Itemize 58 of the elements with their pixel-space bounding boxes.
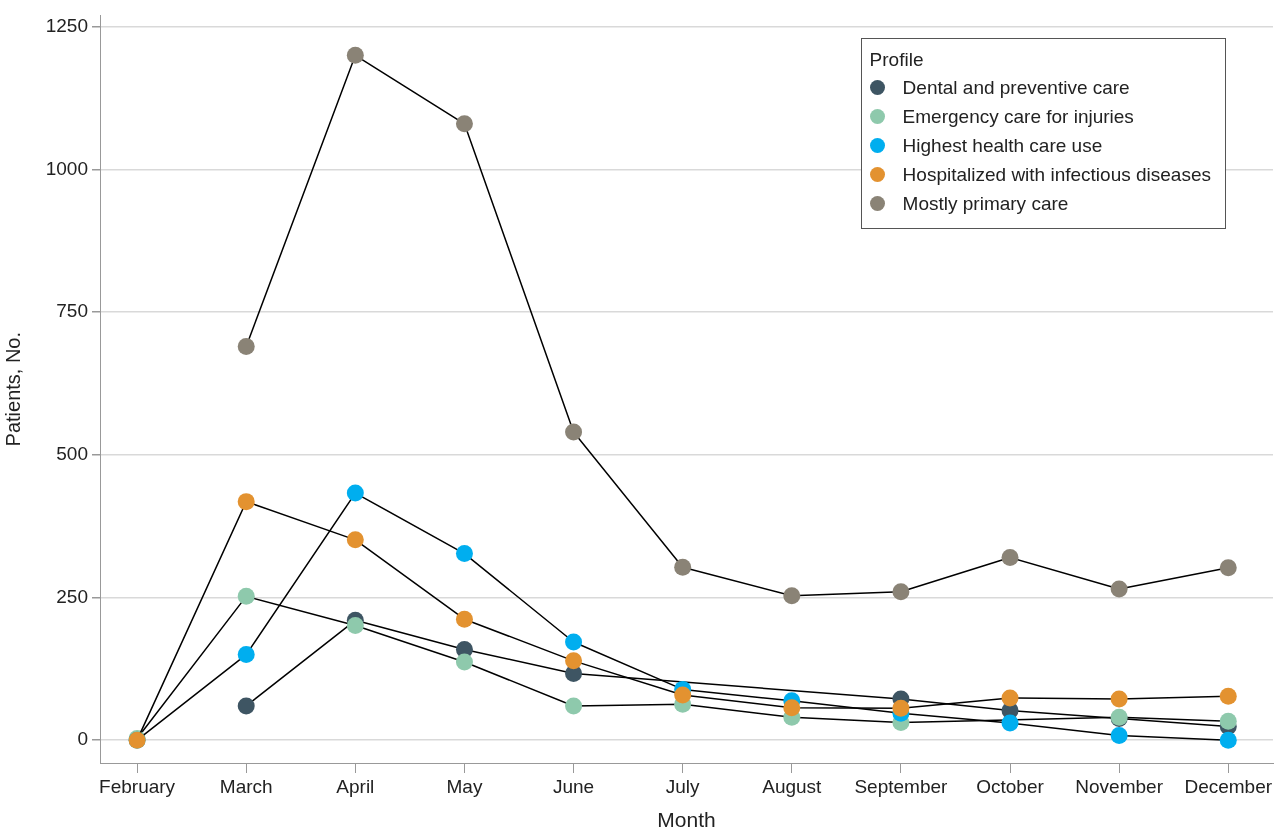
point [346, 531, 364, 549]
point [455, 115, 473, 133]
point [1110, 727, 1128, 745]
x-tick-label: April [336, 775, 375, 797]
x-tick-label: August [762, 775, 823, 797]
x-tick-label: June [552, 775, 595, 797]
point [237, 697, 255, 715]
point [346, 484, 364, 502]
point [1001, 549, 1019, 567]
point [565, 423, 583, 441]
point [237, 587, 255, 605]
x-axis-title: Month [657, 808, 716, 832]
point [565, 652, 583, 670]
legend-label: Mostly primary care [902, 192, 1069, 216]
point [1001, 714, 1019, 732]
x-tick-label: September [854, 775, 949, 797]
x-tick-label: March [219, 775, 273, 797]
x-tick-label: May [446, 775, 483, 797]
point [346, 46, 364, 64]
point [237, 493, 255, 511]
y-axis-title: Patients, No. [1, 331, 24, 447]
point [237, 337, 255, 355]
x-tick-label: February [99, 775, 176, 797]
x-tick-label: December [1184, 775, 1273, 797]
point [565, 633, 583, 651]
point [674, 558, 692, 576]
point [1219, 559, 1237, 577]
point [1219, 687, 1237, 705]
y-tick-label: 750 [56, 300, 88, 322]
y-tick-label: 0 [77, 728, 88, 750]
point [892, 583, 910, 601]
point [455, 653, 473, 671]
legend-label: Hospitalized with infectious diseases [902, 163, 1211, 187]
point [1001, 689, 1019, 707]
x-tick-label: October [976, 775, 1045, 797]
legend-title: Profile [869, 48, 925, 72]
point [1110, 690, 1128, 708]
y-tick-label: 250 [56, 585, 88, 607]
y-tick-label: 1250 [45, 15, 88, 37]
point [674, 686, 692, 704]
x-tick-label: November [1075, 775, 1164, 797]
legend-label: Dental and preventive care [902, 76, 1130, 100]
point [237, 646, 255, 664]
point [455, 545, 473, 563]
point [783, 587, 801, 605]
point [1219, 731, 1237, 749]
point [892, 699, 910, 717]
legend-label: Emergency care for injuries [902, 105, 1134, 129]
legend-label: Highest health care use [902, 134, 1103, 158]
x-tick-label: July [665, 775, 701, 797]
y-tick-label: 500 [56, 443, 88, 465]
point [1219, 712, 1237, 730]
point [455, 610, 473, 628]
point [783, 699, 801, 717]
point [565, 697, 583, 715]
point [346, 616, 364, 634]
point [1110, 580, 1128, 598]
y-tick-label: 1000 [45, 157, 88, 179]
